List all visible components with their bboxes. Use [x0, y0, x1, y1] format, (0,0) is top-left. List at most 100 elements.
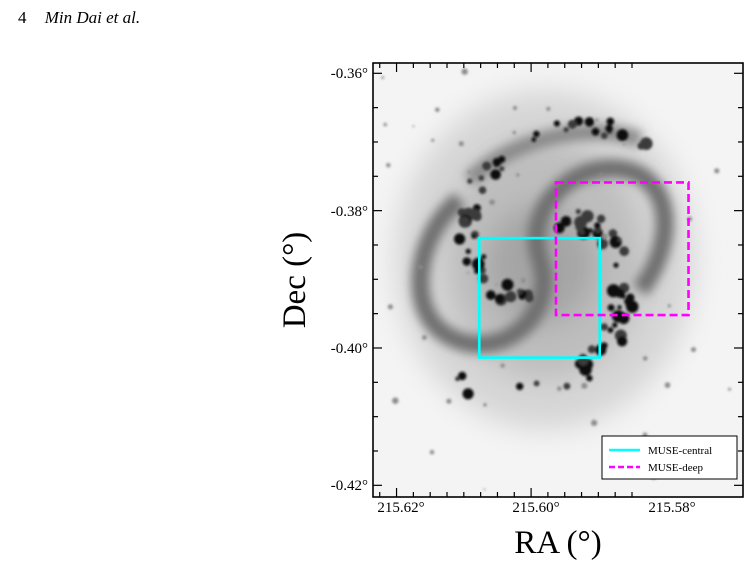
hii-knot [457, 208, 466, 217]
hii-knot [594, 222, 601, 229]
hii-knot [612, 310, 625, 323]
hii-knot [601, 132, 608, 139]
hii-knot [505, 291, 517, 303]
hii-knot [478, 186, 487, 194]
hii-knot [478, 175, 485, 181]
hii-knot [575, 208, 581, 215]
field-source [500, 363, 505, 368]
hii-knot [602, 342, 608, 348]
hii-knot [607, 327, 614, 333]
hii-knot [617, 305, 622, 310]
hii-knot [626, 300, 639, 313]
hii-knot [467, 178, 473, 184]
hii-knot [581, 210, 594, 223]
hii-knot [469, 209, 482, 221]
muse-regions [477, 181, 690, 359]
field-source [622, 143, 626, 146]
field-source [552, 211, 555, 214]
x-tick-label: 215.60° [512, 500, 559, 516]
hii-knot [465, 248, 471, 254]
legend-label-muse-central: MUSE-central [648, 445, 712, 457]
field-source [602, 233, 608, 240]
field-source [581, 382, 588, 389]
hii-knot [579, 229, 585, 235]
field-source [446, 398, 452, 404]
hii-knots [381, 68, 731, 491]
hii-knot [584, 117, 595, 127]
hii-knot [575, 222, 584, 232]
hii-knot [494, 294, 505, 304]
hii-knot [600, 323, 608, 331]
hii-knot [586, 375, 593, 382]
field-source [728, 387, 731, 391]
hii-knot [482, 161, 492, 171]
field-source [431, 138, 435, 142]
page-header: 4 Min Dai et al. [18, 8, 140, 28]
legend-box [601, 435, 738, 480]
field-source [591, 419, 598, 426]
hii-knot [563, 382, 571, 390]
hii-knot [619, 246, 630, 257]
hii-knot [533, 380, 540, 387]
field-source [516, 173, 520, 177]
hii-knot [605, 124, 613, 133]
hii-knot [608, 229, 618, 238]
field-source [520, 278, 526, 283]
hii-knot [563, 127, 569, 133]
hii-knot [458, 371, 467, 381]
hii-knot [587, 345, 596, 354]
field-source [381, 76, 385, 79]
hii-knot [616, 129, 629, 141]
field-source [691, 347, 696, 353]
field-source [461, 68, 468, 75]
field-source [483, 488, 486, 491]
field-source [383, 122, 387, 127]
tick-marks [373, 63, 743, 497]
field-source [512, 130, 517, 135]
hii-knot [533, 130, 540, 138]
legend-label-muse-deep: MUSE-deep [648, 462, 703, 474]
field-source [412, 125, 415, 128]
hii-knot [588, 228, 593, 233]
field-source [392, 397, 399, 404]
field-source [664, 382, 671, 388]
hii-knot [516, 288, 523, 295]
hii-knot [499, 166, 505, 172]
hii-knot [462, 257, 472, 266]
field-source [387, 304, 393, 310]
hii-knot [531, 137, 537, 142]
field-source [435, 107, 440, 113]
hii-knot [607, 304, 615, 312]
x-tick-label: 215.58° [648, 500, 695, 516]
x-tick-label: 215.62° [377, 500, 424, 516]
field-source [422, 335, 427, 340]
hii-knot [486, 290, 496, 300]
y-axis-label: Dec (°) [277, 232, 313, 329]
hii-knot [492, 157, 502, 167]
legend: MUSE-central MUSE-deep [601, 435, 738, 480]
hii-knot [591, 127, 600, 136]
field-source [466, 271, 470, 274]
hii-knot [478, 273, 489, 284]
field-source [595, 118, 599, 122]
field-source [714, 168, 720, 174]
hii-knot [458, 216, 470, 228]
hii-knot [527, 290, 533, 296]
plot-frame [372, 62, 744, 498]
y-tick-label: -0.36° [331, 66, 368, 82]
hii-knot [567, 119, 578, 129]
y-tick-label: -0.42° [331, 478, 368, 494]
hii-knot [562, 217, 571, 227]
field-source [599, 172, 603, 176]
field-source [429, 450, 435, 455]
hii-knot [501, 278, 514, 291]
hii-knot [613, 262, 619, 268]
field-source [667, 304, 671, 308]
hii-knot [596, 214, 606, 223]
field-source [512, 105, 518, 111]
field-source [489, 199, 495, 205]
hii-knot [639, 137, 653, 151]
hii-knot [454, 233, 466, 245]
page-number: 4 [18, 8, 27, 27]
